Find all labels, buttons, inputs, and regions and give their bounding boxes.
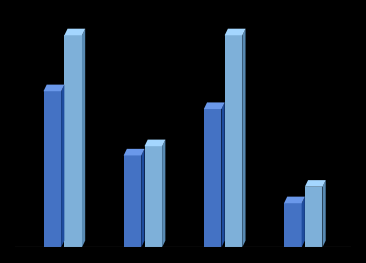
Polygon shape (322, 180, 326, 247)
Polygon shape (124, 149, 145, 155)
Bar (225, 35, 242, 247)
Bar (145, 146, 162, 247)
Polygon shape (44, 85, 64, 91)
Polygon shape (64, 29, 85, 35)
Polygon shape (82, 29, 85, 247)
Polygon shape (305, 180, 326, 187)
Polygon shape (162, 140, 165, 247)
Polygon shape (145, 140, 165, 146)
Bar (64, 35, 82, 247)
Polygon shape (302, 197, 305, 247)
Polygon shape (61, 85, 64, 247)
Polygon shape (242, 29, 246, 247)
Polygon shape (141, 149, 145, 247)
Polygon shape (225, 29, 246, 35)
Bar (124, 155, 141, 247)
Polygon shape (204, 102, 225, 109)
Bar (204, 109, 221, 247)
Bar (284, 203, 302, 247)
Bar (44, 91, 61, 247)
Polygon shape (284, 197, 305, 203)
Bar (305, 187, 322, 247)
Polygon shape (221, 102, 225, 247)
